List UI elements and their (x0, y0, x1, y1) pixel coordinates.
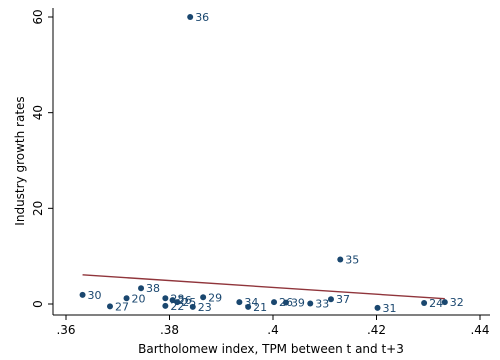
data-points (79, 14, 448, 311)
point-label: 34 (244, 296, 258, 309)
data-point (271, 299, 278, 306)
point-label: 38 (146, 282, 160, 295)
point-label: 39 (291, 297, 305, 310)
data-point (123, 295, 130, 302)
data-point (138, 285, 145, 292)
data-point (169, 297, 176, 304)
point-label: 33 (315, 298, 329, 311)
x-ticks: .36 .38 .4 .42 .44 (56, 315, 490, 337)
data-point (374, 304, 381, 311)
point-label: 26 (279, 296, 293, 309)
point-label: 32 (450, 296, 464, 309)
data-point (174, 299, 181, 306)
point-label: 30 (88, 289, 102, 302)
point-label: 31 (383, 302, 397, 315)
data-point (337, 256, 344, 263)
data-point (162, 295, 169, 302)
data-point (162, 302, 169, 309)
y-tick-label: 0 (31, 300, 45, 308)
point-label: 37 (336, 293, 350, 306)
point-label: 35 (345, 254, 359, 267)
x-tick-label: .36 (56, 323, 75, 337)
data-point (327, 296, 334, 303)
data-point (187, 14, 194, 20)
data-point (106, 303, 113, 310)
x-axis-title: Bartholomew index, TPM between t and t+3 (138, 342, 404, 356)
data-point (421, 300, 428, 307)
data-point (441, 299, 448, 306)
axes (52, 8, 490, 316)
point-label: 29 (208, 291, 222, 304)
y-tick-label: 60 (31, 9, 45, 24)
x-tick-label: .42 (367, 323, 386, 337)
data-point (245, 303, 252, 310)
point-label: 21 (253, 301, 267, 314)
y-ticks: 0 20 40 60 (31, 9, 53, 308)
point-label: 20 (132, 292, 146, 305)
data-point (307, 300, 314, 307)
point-label: 36 (195, 11, 209, 24)
y-axis-title: Industry growth rates (13, 96, 27, 225)
x-tick-label: .38 (160, 323, 179, 337)
x-tick-label: .44 (470, 323, 489, 337)
point-label: 23 (198, 301, 212, 314)
point-label: 24 (429, 297, 443, 310)
data-point (79, 291, 86, 298)
point-label: 26 (178, 294, 192, 307)
y-tick-label: 40 (31, 105, 45, 120)
data-point (189, 303, 196, 310)
x-tick-label: .4 (267, 323, 278, 337)
point-label: 27 (115, 300, 129, 313)
y-tick-label: 20 (31, 201, 45, 216)
fitted-line (82, 274, 445, 300)
data-point (236, 299, 243, 306)
data-point (200, 294, 207, 301)
point-label: 25 (182, 296, 196, 309)
point-label: 28 (170, 292, 184, 305)
point-label: 22 (170, 300, 184, 313)
data-point (282, 299, 289, 306)
